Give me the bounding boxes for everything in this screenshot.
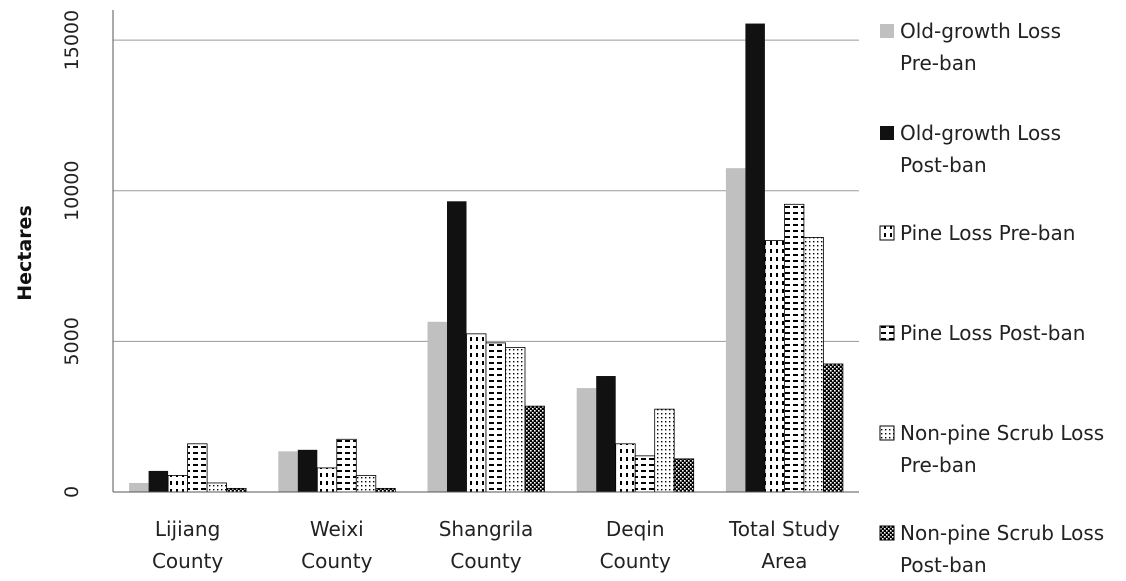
legend-label: Non-pine Scrub Loss <box>900 521 1104 545</box>
bar <box>596 376 616 492</box>
bar <box>297 449 318 492</box>
bar <box>803 237 824 493</box>
bar <box>615 443 636 493</box>
bar <box>148 470 169 492</box>
legend-swatch <box>880 24 894 38</box>
legend-label: Non-pine Scrub Loss <box>900 421 1104 445</box>
bar <box>226 487 247 493</box>
bar <box>375 487 396 493</box>
category-label: County <box>600 549 671 573</box>
bar <box>524 405 545 493</box>
bar <box>784 203 805 493</box>
bar <box>336 438 357 493</box>
category-label: County <box>152 549 223 573</box>
legend-label: Post-ban <box>900 153 987 177</box>
legend-label: Old-growth Loss <box>900 121 1061 145</box>
category-label: Area <box>761 549 807 573</box>
legend-label: Pre-ban <box>900 453 977 477</box>
category-label: County <box>301 549 372 573</box>
bar <box>447 201 467 492</box>
bars <box>129 23 844 493</box>
y-tick-labels: 0 5000 10000 15000 <box>61 10 83 498</box>
category-label: County <box>450 549 521 573</box>
legend-swatch <box>879 225 895 241</box>
bar <box>505 346 526 493</box>
bar <box>206 482 228 493</box>
legend-label: Pine Loss Pre-ban <box>900 221 1075 245</box>
y-tick-label: 0 <box>61 486 83 498</box>
bar <box>316 467 338 493</box>
legend-label: Pine Loss Post-ban <box>900 321 1085 345</box>
bar <box>466 333 487 493</box>
category-label: Total Study <box>728 517 840 541</box>
bar <box>427 321 447 492</box>
bar <box>167 475 189 493</box>
bar <box>576 388 597 492</box>
legend-label: Old-growth Loss <box>900 19 1061 43</box>
category-label: Deqin <box>606 517 665 541</box>
legend-swatch <box>879 525 895 541</box>
bar <box>278 451 298 492</box>
legend-swatch <box>880 126 894 140</box>
y-tick-label: 5000 <box>61 317 83 365</box>
category-label: Lijiang <box>155 517 220 541</box>
bar <box>725 168 746 492</box>
category-label: Shangrila <box>439 517 534 541</box>
legend-swatch <box>879 325 895 341</box>
bar <box>129 482 149 492</box>
legend-label: Post-ban <box>900 553 987 577</box>
y-tick-label: 10000 <box>61 161 83 221</box>
bar <box>823 363 844 493</box>
bar <box>634 455 656 493</box>
bar <box>673 458 695 493</box>
bar <box>485 342 506 493</box>
y-axis-title: Hectares <box>14 205 36 301</box>
bar <box>654 408 675 493</box>
bar <box>187 443 208 493</box>
legend-label: Pre-ban <box>900 51 977 75</box>
bar <box>355 475 377 493</box>
y-tick-label: 15000 <box>61 10 83 70</box>
legend: Old-growth Loss Pre-ban Old-growth Loss Pos… <box>879 19 1104 577</box>
bar <box>745 23 765 493</box>
legend-swatch <box>879 425 895 441</box>
category-labels: Lijiang County Weixi County Shangrila County D… <box>152 517 840 573</box>
category-label: Weixi <box>310 517 364 541</box>
bar <box>764 240 785 493</box>
